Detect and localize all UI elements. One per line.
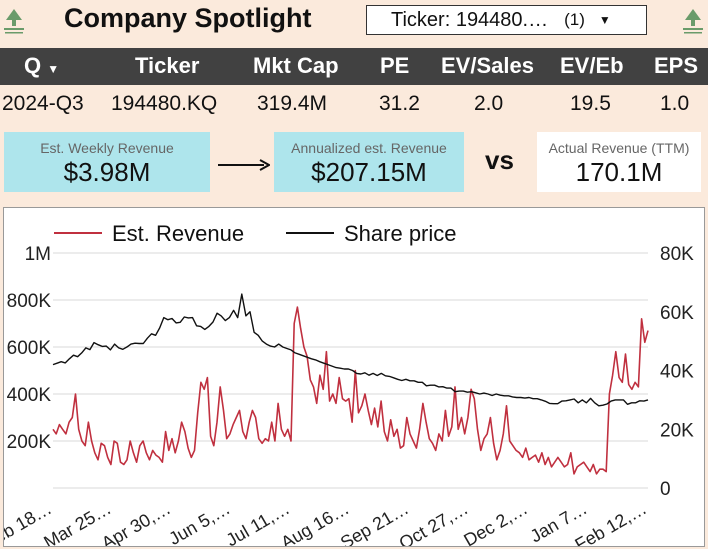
y-right-tick-label: 20K [660, 420, 694, 441]
column-header-q[interactable]: Q ▼ [24, 53, 60, 78]
ticker-dropdown[interactable]: Ticker: 194480.… (1) ▼ [366, 5, 647, 35]
series-line-est-revenue [52, 306, 649, 475]
cell-ticker: 194480.KQ [111, 92, 218, 115]
cell-ev-eb: 19.5 [570, 92, 611, 115]
vs-label: vs [485, 145, 514, 175]
column-header-ev-sales: EV/Sales [441, 53, 534, 78]
annualized-revenue-value: $207.15M [311, 157, 427, 187]
y-left-tick-label: 200K [7, 432, 52, 453]
revenue-price-chart: 1M 800K 600K 400K 200K 80K 60K 40K 20K 0 Feb 18… Ma… [3, 207, 705, 547]
y-right-tick-label: 60K [660, 303, 694, 324]
cell-pe: 31.2 [379, 92, 420, 115]
cell-mkt-cap: 319.4M [257, 92, 328, 115]
y-left-tick-label: 600K [7, 338, 52, 359]
x-tick-label: Dec 2,… [460, 498, 531, 546]
app-logo [1, 6, 27, 40]
ticker-selected-count: (1) [564, 10, 585, 29]
weekly-revenue-label: Est. Weekly Revenue [40, 140, 174, 156]
x-tick-label: Oct 27,… [396, 498, 472, 546]
y-right-tick-label: 0 [660, 479, 671, 500]
weekly-revenue-value: $3.98M [63, 157, 151, 187]
ticker-dropdown-label: Ticker: 194480.… [391, 8, 549, 31]
column-header-ev-eb: EV/Eb [560, 53, 624, 78]
actual-revenue-value: 170.1M [575, 157, 663, 187]
page-title: Company Spotlight [64, 3, 312, 33]
metrics-table-header: Q ▼ Ticker Mkt Cap PE EV/Sales EV/Eb EPS [0, 48, 708, 85]
cell-eps: 1.0 [660, 92, 690, 115]
column-header-ticker: Ticker [135, 53, 200, 78]
annualized-revenue-label: Annualized est. Revenue [291, 140, 447, 156]
x-tick-label: Jun 5,… [165, 498, 233, 546]
cell-quarter: 2024-Q3 [2, 92, 84, 115]
y-left-tick-label: 800K [7, 291, 52, 312]
column-header-mkt-cap: Mkt Cap [253, 53, 339, 78]
column-header-pe: PE [380, 53, 410, 78]
arrow-right-icon [218, 159, 270, 171]
series-line-share-price [52, 293, 649, 407]
y-left-tick-label: 1M [25, 244, 51, 265]
y-left-tick-label: 400K [7, 385, 52, 406]
x-tick-label: Apr 30,… [98, 498, 174, 546]
chevron-down-icon: ▼ [598, 13, 611, 27]
y-right-tick-label: 80K [660, 244, 694, 265]
column-header-eps: EPS [654, 53, 699, 78]
legend-label: Share price [344, 221, 457, 246]
cell-ev-sales: 2.0 [474, 92, 504, 115]
app-logo-right [683, 9, 703, 34]
actual-revenue-card: Actual Revenue (TTM) 170.1M [537, 132, 701, 192]
annualized-revenue-card: Annualized est. Revenue $207.15M [274, 132, 464, 192]
y-right-tick-label: 40K [660, 362, 694, 383]
weekly-revenue-card: Est. Weekly Revenue $3.98M [4, 132, 210, 192]
actual-revenue-label: Actual Revenue (TTM) [548, 140, 690, 156]
legend-label: Est. Revenue [112, 221, 244, 246]
sort-caret-icon: ▼ [47, 62, 60, 76]
